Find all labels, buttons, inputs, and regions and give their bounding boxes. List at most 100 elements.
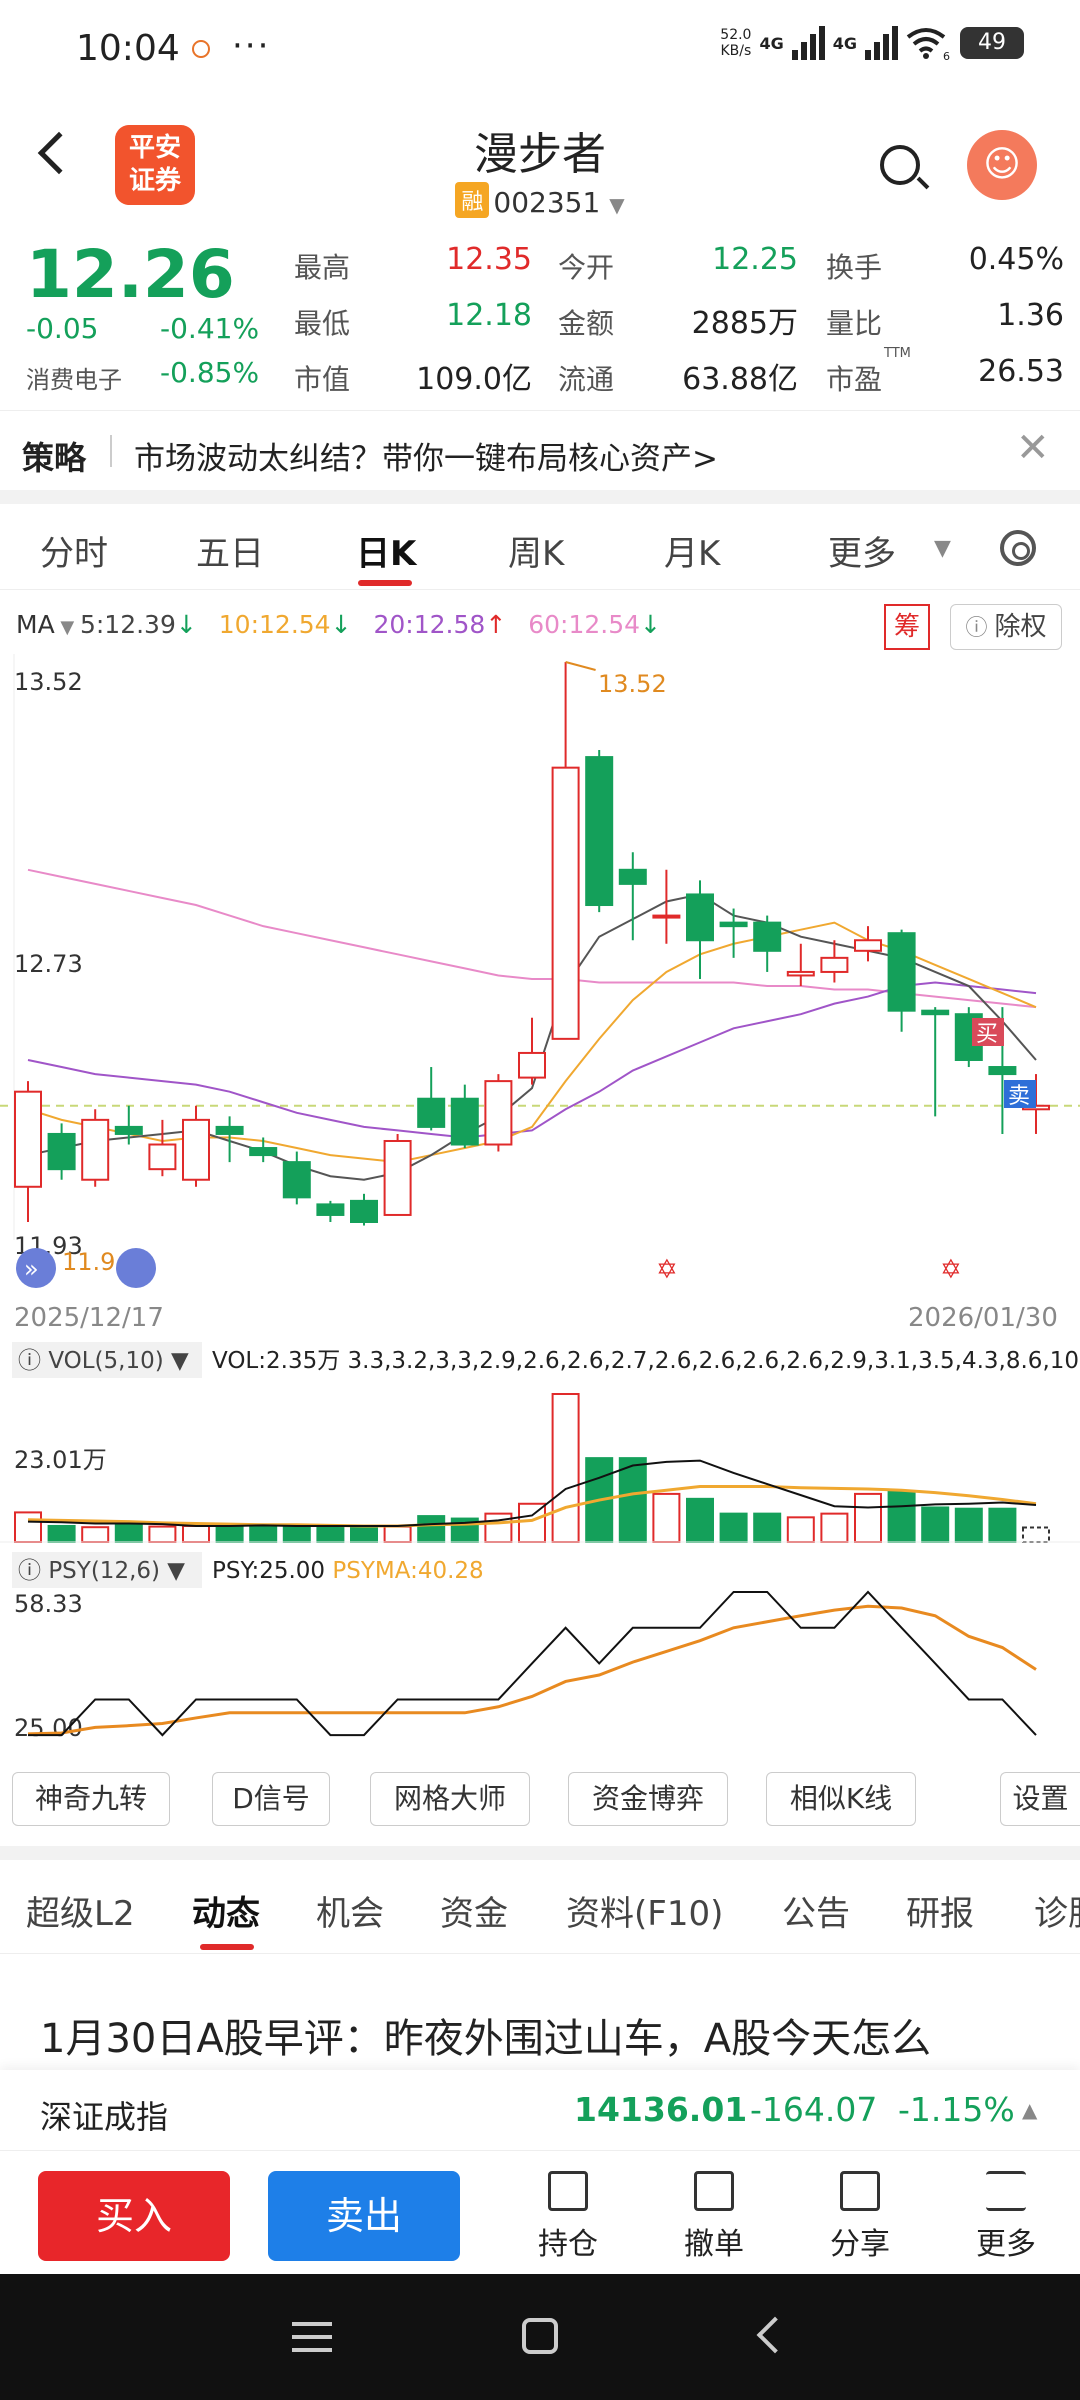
sell-signal-label: 卖 [1008, 1084, 1030, 1109]
volume-bar [854, 1492, 882, 1544]
fullscreen-icon[interactable] [116, 1248, 156, 1288]
label-vol-ratio: 量比 [826, 307, 883, 340]
volume-bar [282, 1525, 311, 1543]
sector-name[interactable]: 消费电子 [26, 366, 122, 394]
tool-d-signal[interactable]: D信号 [212, 1772, 330, 1826]
chevron-down-icon[interactable]: ▼ [934, 536, 951, 561]
status-bar: 10:04 ··· 52.0 KB/s 4G 4G 6 49 [0, 0, 1080, 100]
stock-name: 漫步者 [474, 129, 606, 180]
buy-button[interactable]: 买入 [38, 2171, 230, 2261]
tab-underline [358, 580, 412, 586]
candle-down [47, 1132, 76, 1171]
tab-intraday[interactable]: 分时 [40, 534, 108, 574]
tab-opportunity[interactable]: 机会 [316, 1894, 384, 1934]
tab-five-day[interactable]: 五日 [196, 534, 264, 574]
tab-daily-k[interactable]: 日K [356, 534, 417, 574]
ex-rights-button[interactable]: ⓘ 除权 [950, 604, 1062, 650]
volume-bar [249, 1524, 278, 1544]
tool-row: 神奇九转 D信号 网格大师 资金博弈 相似K线 设置 [0, 1772, 1080, 1832]
candle-down [350, 1199, 378, 1223]
strategy-text[interactable]: 市场波动太纠结？带你一键布局核心资产> [134, 441, 718, 477]
buy-signal-label: 买 [976, 1022, 998, 1047]
index-value: 14136.01 [574, 2090, 748, 2129]
tab-diagnosis[interactable]: 诊股 [1034, 1894, 1080, 1934]
sell-signal[interactable] [1004, 1080, 1036, 1108]
tab-f10[interactable]: 资料(F10) [566, 1894, 724, 1934]
tab-more[interactable]: 更多 [828, 534, 896, 574]
index-change: -164.07 [750, 2090, 878, 2129]
tab-monthly-k[interactable]: 月K [664, 534, 721, 574]
event-marker-icon[interactable]: ✡ [940, 1255, 962, 1285]
stock-code-row[interactable]: 融 002351 ▼ [0, 182, 1080, 219]
sell-button[interactable]: 卖出 [268, 2171, 460, 2261]
min-price-marker: 11.9 [62, 1248, 115, 1276]
current-price: 12.26 [26, 236, 235, 313]
psy-header[interactable]: ⓘ PSY(12,6) ▼ [18, 1558, 185, 1584]
tool-fund-game[interactable]: 资金博弈 [568, 1772, 728, 1826]
candle-down [618, 868, 647, 885]
volume-bar [350, 1526, 378, 1544]
candles [14, 661, 1050, 1226]
candle-down [988, 1066, 1017, 1076]
candle-up [854, 939, 882, 952]
volume-bar [1022, 1526, 1050, 1544]
event-marker-icon[interactable]: ✡ [656, 1255, 678, 1285]
candle-up [652, 914, 681, 919]
label-ttm: TTM [884, 346, 911, 361]
value-open: 12.25 [712, 242, 798, 277]
divider [0, 1846, 1080, 1860]
tab-underline [200, 1944, 254, 1950]
vol-header-bg[interactable] [12, 1342, 202, 1378]
more-button[interactable]: 更多 [956, 2171, 1056, 2263]
tab-announcements[interactable]: 公告 [782, 1894, 850, 1934]
kline-chart[interactable]: 13.52 12.73 11.93 13.52 11.9 » ✡ ✡ 买 卖 2… [0, 650, 1080, 1760]
value-high: 12.35 [446, 242, 532, 277]
news-headline[interactable]: 1月30日A股早评：昨夜外围过山车，A股今天怎么 [40, 2016, 932, 2062]
tab-super-l2[interactable]: 超级L2 [26, 1894, 135, 1934]
price-change: -0.05 [26, 312, 99, 345]
cancel-order-button[interactable]: 撤单 [664, 2171, 764, 2263]
tab-funds[interactable]: 资金 [440, 1894, 508, 1934]
volume-bar [618, 1457, 647, 1544]
tool-similar-k[interactable]: 相似K线 [766, 1772, 916, 1826]
label-float: 流通 [558, 363, 615, 396]
chip-button[interactable]: 筹 [884, 604, 930, 650]
candle-down [686, 893, 714, 942]
wifi-icon: 6 [906, 27, 950, 63]
recent-apps-icon[interactable] [292, 2322, 332, 2352]
broker-logo[interactable]: 平安 证券 [115, 125, 195, 205]
max-price-marker: 13.52 [598, 670, 667, 698]
expand-icon[interactable] [16, 1248, 56, 1288]
avatar[interactable]: ☺ [967, 130, 1037, 200]
tab-weekly-k[interactable]: 周K [508, 534, 565, 574]
tab-research[interactable]: 研报 [906, 1894, 974, 1934]
tab-news[interactable]: 动态 [192, 1894, 260, 1934]
home-icon[interactable] [522, 2318, 558, 2354]
ma-legend[interactable]: MA ▼ 5:12.39↓ 10:12.54↓ 20:12.58↑ 60:12.… [16, 610, 661, 639]
tool-magic-nine[interactable]: 神奇九转 [12, 1772, 170, 1826]
chevron-up-icon[interactable]: ▲ [1022, 2098, 1038, 2122]
search-icon[interactable] [880, 145, 920, 185]
signal-icon-1 [791, 26, 825, 60]
psy-top-label: 58.33 [14, 1590, 83, 1618]
volume-bar [753, 1512, 782, 1544]
strategy-banner[interactable]: 策略 市场波动太纠结？带你一键布局核心资产> ✕ [0, 410, 1080, 490]
share-button[interactable]: 分享 [810, 2171, 910, 2263]
ma-label: MA [16, 610, 55, 639]
tool-settings[interactable]: 设置 [1000, 1772, 1080, 1826]
volume-bar [417, 1515, 446, 1543]
vol-header[interactable]: ⓘ VOL(5,10) ▼ [18, 1348, 189, 1374]
index-ticker[interactable]: 深证成指 14136.01 -164.07 -1.15% ▲ [0, 2070, 1080, 2150]
close-icon[interactable]: ✕ [1016, 425, 1050, 471]
candle-up [14, 1090, 42, 1188]
settings-icon[interactable] [1000, 530, 1036, 566]
candle-down [753, 921, 782, 952]
buy-signal[interactable] [972, 1018, 1004, 1046]
volume-bars [0, 1393, 1080, 1544]
holdings-button[interactable]: 持仓 [518, 2171, 618, 2263]
volume-bar [954, 1507, 983, 1544]
psy-header-bg[interactable] [12, 1552, 202, 1588]
back-nav-icon[interactable] [756, 2316, 794, 2354]
label-turnover: 换手 [826, 251, 883, 284]
tool-grid-master[interactable]: 网格大师 [370, 1772, 530, 1826]
